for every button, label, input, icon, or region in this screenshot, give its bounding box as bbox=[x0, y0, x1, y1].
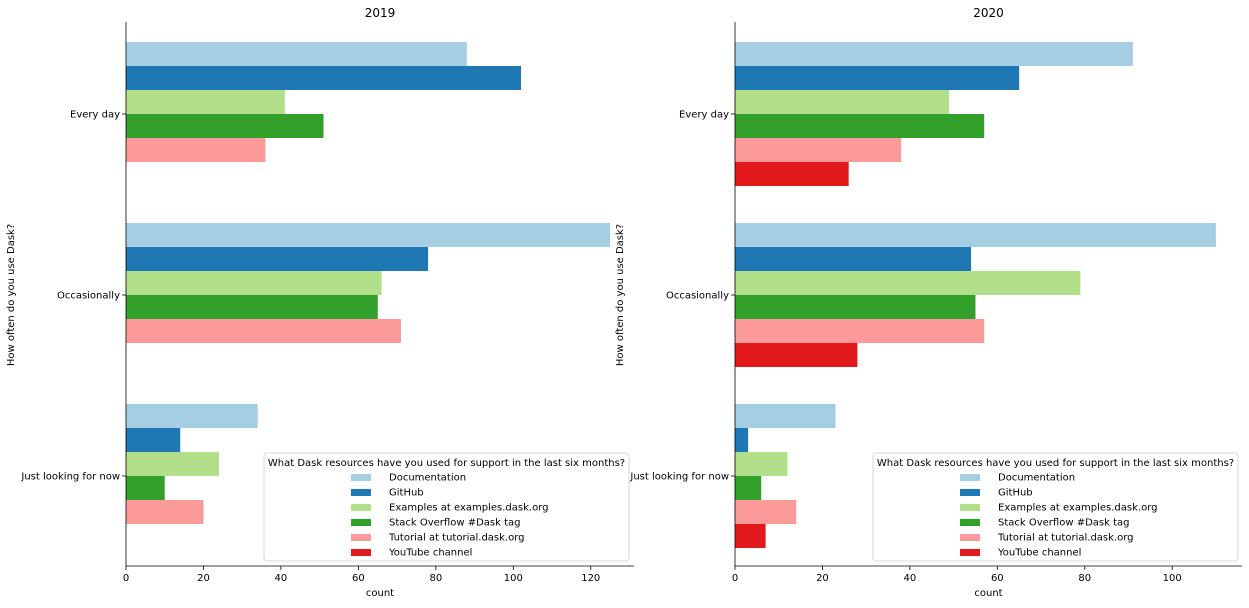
legend-swatch-4 bbox=[351, 534, 371, 541]
bar-0-4 bbox=[126, 138, 266, 162]
y-tick-label: Occasionally bbox=[666, 291, 729, 302]
bar-0-3 bbox=[735, 114, 985, 138]
y-tick-label: Just looking for now bbox=[20, 472, 120, 483]
x-tick-label: 0 bbox=[123, 573, 129, 584]
bar-0-4 bbox=[735, 138, 902, 162]
bar-1-2 bbox=[735, 271, 1081, 295]
legend-entry-0: Documentation bbox=[998, 473, 1075, 484]
legend-entry-2: Examples at examples.dask.org bbox=[389, 503, 549, 514]
legend-swatch-2 bbox=[351, 504, 371, 511]
bar-2-5 bbox=[735, 524, 766, 548]
bar-0-5 bbox=[735, 162, 849, 186]
y-tick-label: Every day bbox=[679, 110, 729, 121]
bar-2-0 bbox=[126, 404, 258, 428]
legend-entry-3: Stack Overflow #Dask tag bbox=[998, 518, 1129, 529]
legend-entry-0: Documentation bbox=[389, 473, 466, 484]
x-tick-label: 80 bbox=[1078, 573, 1091, 584]
legend-entry-5: YouTube channel bbox=[388, 548, 472, 559]
bar-0-2 bbox=[735, 90, 950, 114]
y-tick-label: Occasionally bbox=[57, 291, 120, 302]
legend-swatch-2 bbox=[960, 504, 980, 511]
legend-entry-1: GitHub bbox=[389, 488, 424, 499]
y-tick-label: Just looking for now bbox=[629, 472, 729, 483]
y-axis-title: How often do you use Dask? bbox=[6, 224, 17, 366]
x-tick-label: 20 bbox=[816, 573, 829, 584]
legend-entry-4: Tutorial at tutorial.dask.org bbox=[388, 533, 525, 544]
bar-1-4 bbox=[735, 319, 985, 343]
legend-entry-3: Stack Overflow #Dask tag bbox=[389, 518, 520, 529]
bar-1-1 bbox=[735, 247, 972, 271]
x-axis-title: count bbox=[974, 588, 1002, 599]
x-tick-label: 40 bbox=[275, 573, 288, 584]
bar-1-1 bbox=[126, 247, 429, 271]
bar-1-3 bbox=[126, 295, 378, 319]
legend-swatch-3 bbox=[960, 519, 980, 526]
bar-2-2 bbox=[735, 452, 788, 476]
bar-0-2 bbox=[126, 90, 285, 114]
legend-swatch-1 bbox=[960, 489, 980, 496]
bar-2-3 bbox=[735, 476, 762, 500]
bar-1-5 bbox=[735, 343, 858, 367]
bar-2-3 bbox=[126, 476, 165, 500]
chart-title: 2019 bbox=[365, 6, 396, 20]
legend: What Dask resources have you used for su… bbox=[263, 452, 630, 562]
legend-entry-2: Examples at examples.dask.org bbox=[998, 503, 1158, 514]
bar-0-3 bbox=[126, 114, 324, 138]
bar-2-2 bbox=[126, 452, 219, 476]
bar-1-0 bbox=[735, 223, 1216, 247]
x-tick-label: 60 bbox=[352, 573, 365, 584]
legend-title: What Dask resources have you used for su… bbox=[268, 458, 625, 469]
bar-0-0 bbox=[126, 42, 467, 66]
bar-2-0 bbox=[735, 404, 836, 428]
legend-entry-4: Tutorial at tutorial.dask.org bbox=[997, 533, 1134, 544]
legend-title: What Dask resources have you used for su… bbox=[877, 458, 1234, 469]
bar-2-1 bbox=[126, 428, 181, 452]
bar-0-1 bbox=[735, 66, 1020, 90]
legend-swatch-1 bbox=[351, 489, 371, 496]
x-tick-label: 0 bbox=[732, 573, 738, 584]
chart-title: 2020 bbox=[973, 6, 1004, 20]
legend-swatch-5 bbox=[960, 549, 980, 556]
bar-2-1 bbox=[735, 428, 749, 452]
x-tick-label: 120 bbox=[581, 573, 600, 584]
bar-1-3 bbox=[735, 295, 976, 319]
legend-swatch-5 bbox=[351, 549, 371, 556]
y-tick-label: Every day bbox=[70, 110, 120, 121]
x-tick-label: 40 bbox=[904, 573, 917, 584]
x-tick-label: 20 bbox=[197, 573, 210, 584]
bar-1-4 bbox=[126, 319, 401, 343]
bar-1-0 bbox=[126, 223, 611, 247]
legend-swatch-3 bbox=[351, 519, 371, 526]
x-tick-label: 100 bbox=[1163, 573, 1182, 584]
x-tick-label: 60 bbox=[991, 573, 1004, 584]
legend-entry-1: GitHub bbox=[998, 488, 1033, 499]
x-axis-title: count bbox=[366, 588, 394, 599]
legend-swatch-0 bbox=[351, 474, 371, 481]
legend-swatch-4 bbox=[960, 534, 980, 541]
bar-2-4 bbox=[126, 500, 204, 524]
panel-2020: 0 20 40 60 80 100 Every day Occasionally Just lo… bbox=[615, 6, 1242, 599]
bar-2-4 bbox=[735, 500, 797, 524]
x-tick-label: 80 bbox=[429, 573, 442, 584]
bar-0-1 bbox=[126, 66, 522, 90]
panel-2019: 0 20 40 60 80 100 120 Every day Occasionally Just… bbox=[6, 6, 634, 599]
legend-entry-5: YouTube channel bbox=[997, 548, 1081, 559]
bar-0-0 bbox=[735, 42, 1133, 66]
x-tick-label: 100 bbox=[504, 573, 523, 584]
bar-1-2 bbox=[126, 271, 382, 295]
legend: What Dask resources have you used for su… bbox=[872, 452, 1239, 562]
legend-swatch-0 bbox=[960, 474, 980, 481]
y-axis-title: How often do you use Dask? bbox=[615, 224, 626, 366]
